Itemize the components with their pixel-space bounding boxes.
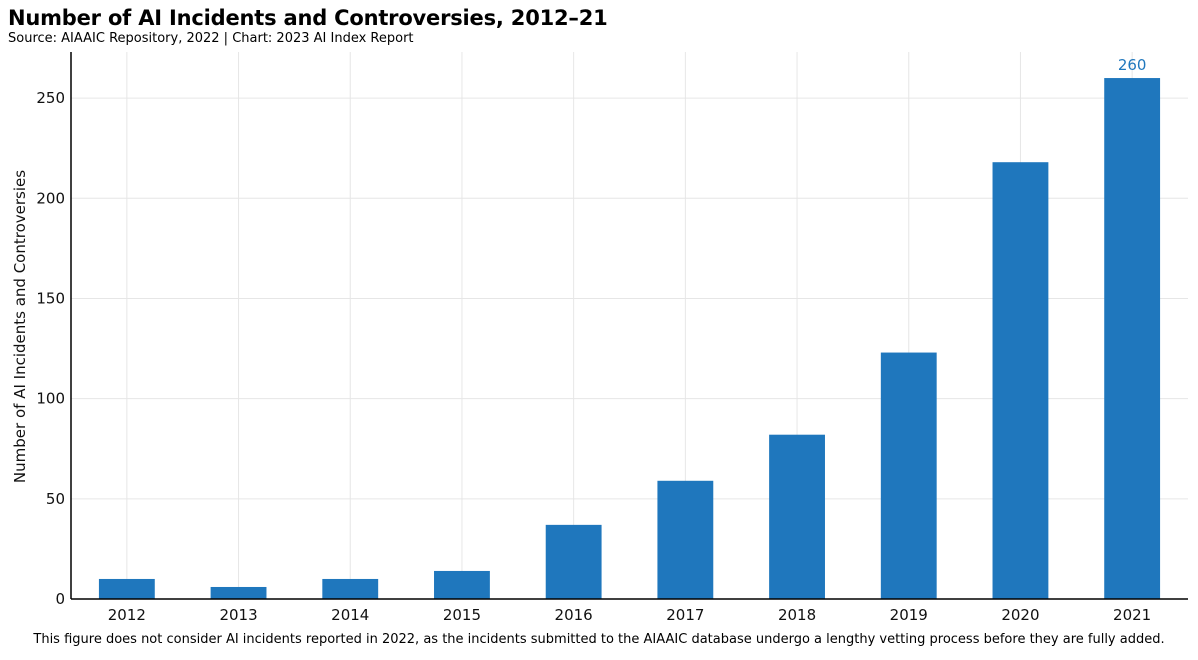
bar-chart: 0 50 100 150 200 250 2012 2013 2014 2015 2016 2017 2… [11,52,1188,624]
bar-2020 [992,162,1049,599]
bar-2015 [434,570,490,599]
bar-2017 [657,480,714,599]
y-tick-label: 200 [36,189,65,207]
y-tick-label: 50 [46,490,65,508]
x-tick-label: 2015 [443,606,481,624]
bar-2012 [98,578,155,599]
x-tick-label: 2014 [331,606,369,624]
y-tick-label: 0 [55,590,65,608]
bar-2018 [769,434,825,599]
y-axis-title: Number of AI Incidents and Controversies [11,170,29,483]
chart-subtitle: Source: AIAAIC Repository, 2022 | Chart:… [8,31,414,46]
bar-2021 [1104,78,1161,600]
x-tick-label: 2013 [219,606,257,624]
x-tick-label: 2020 [1001,606,1039,624]
labels: 0 50 100 150 200 250 2012 2013 2014 2015 2016 2017 2… [11,56,1151,624]
bar-2016 [545,524,602,599]
bar-2014 [322,578,379,599]
chart-footnote: This figure does not consider AI inciden… [33,632,1165,647]
y-tick-label: 100 [36,390,65,408]
data-label: 260 [1118,56,1147,74]
bar-2019 [880,352,937,599]
y-tick-label: 250 [36,89,65,107]
y-tick-label: 150 [36,289,65,307]
x-tick-label: 2012 [108,606,146,624]
x-tick-label: 2016 [555,606,593,624]
bars [98,78,1161,600]
x-tick-label: 2017 [666,606,704,624]
axes [70,52,1188,600]
bar-2013 [210,586,267,599]
x-tick-label: 2018 [778,606,816,624]
chart-title: Number of AI Incidents and Controversies… [8,6,608,30]
x-tick-label: 2021 [1113,606,1151,624]
x-tick-label: 2019 [890,606,928,624]
